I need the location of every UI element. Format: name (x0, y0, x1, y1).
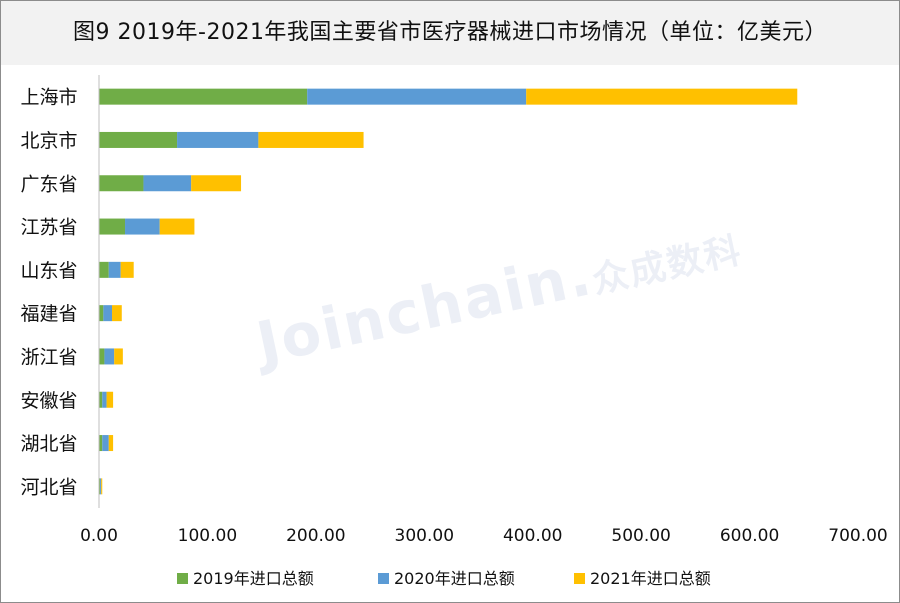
bar-segment-series-2 (258, 131, 364, 148)
bar-segment-series-0 (99, 88, 308, 105)
legend-label-series-2: 2021年进口总额 (590, 569, 711, 588)
bar-segment-series-2 (112, 305, 122, 322)
bar-segment-series-2 (106, 391, 114, 408)
title-bar (1, 1, 899, 65)
bar-segment-series-0 (99, 391, 103, 408)
category-label: 广东省 (20, 173, 77, 195)
x-tick-label: 600.00 (720, 526, 779, 546)
category-label: 安徽省 (20, 390, 77, 412)
bar-segment-series-1 (103, 305, 113, 322)
chart-title: 图9 2019年-2021年我国主要省市医疗器械进口市场情况（单位：亿美元） (73, 20, 827, 45)
category-label: 上海市 (20, 87, 77, 109)
bar-segment-series-1 (100, 478, 102, 495)
bar-segment-series-0 (99, 175, 144, 192)
bar-segment-series-0 (99, 435, 103, 452)
bar-segment-series-2 (108, 435, 114, 452)
bar-segment-series-1 (125, 218, 160, 235)
x-tick-label: 500.00 (611, 526, 670, 546)
bar-segment-series-2 (114, 348, 123, 365)
x-tick-label: 200.00 (286, 526, 345, 546)
x-tick-labels: 0.00 100.00 200.00 300.00 400.00 500.00 600.00… (80, 526, 888, 546)
x-tick-label: 300.00 (395, 526, 454, 546)
bar-segment-series-0 (99, 261, 109, 278)
bar-segment-series-1 (104, 348, 115, 365)
bar-segment-series-1 (108, 261, 121, 278)
legend-swatch-series-2 (574, 573, 585, 584)
bars-group (99, 88, 798, 495)
bar-segment-series-1 (307, 88, 527, 105)
legend-label-series-0: 2019年进口总额 (193, 569, 314, 588)
bar-segment-series-1 (102, 435, 109, 452)
category-label: 浙江省 (20, 346, 77, 368)
bar-segment-series-1 (102, 391, 107, 408)
bar-segment-series-0 (99, 305, 104, 322)
legend: 2019年进口总额 2020年进口总额 2021年进口总额 (177, 569, 711, 588)
bar-segment-series-2 (526, 88, 798, 105)
x-tick-label: 400.00 (503, 526, 562, 546)
bar-segment-series-0 (99, 218, 126, 235)
bar-segment-series-0 (99, 478, 101, 495)
category-label: 山东省 (20, 260, 77, 282)
bar-segment-series-0 (99, 348, 105, 365)
category-label: 北京市 (20, 130, 77, 152)
legend-swatch-series-1 (378, 573, 389, 584)
bar-segment-series-2 (120, 261, 134, 278)
bar-segment-series-1 (143, 175, 192, 192)
x-tick-label: 100.00 (178, 526, 237, 546)
bar-segment-series-0 (99, 131, 178, 148)
x-tick-label: 700.00 (828, 526, 887, 546)
bar-segment-series-2 (191, 175, 242, 192)
category-label: 江苏省 (20, 217, 77, 239)
category-label: 湖北省 (20, 433, 77, 455)
bar-segment-series-2 (159, 218, 195, 235)
bar-segment-series-2 (101, 478, 103, 495)
legend-swatch-series-0 (177, 573, 188, 584)
legend-label-series-1: 2020年进口总额 (394, 569, 515, 588)
category-label: 河北省 (20, 476, 77, 498)
x-tick-label: 0.00 (80, 526, 118, 546)
bar-segment-series-1 (177, 131, 259, 148)
category-label: 福建省 (20, 303, 77, 325)
